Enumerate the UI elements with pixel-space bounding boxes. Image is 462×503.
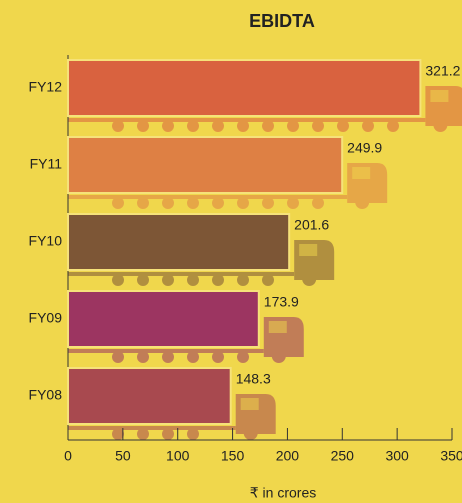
- truck-part: [137, 274, 149, 286]
- truck-part: [112, 351, 124, 363]
- truck-part: [268, 321, 287, 333]
- truck-part: [237, 197, 249, 209]
- truck-part: [187, 120, 199, 132]
- truck-part: [352, 167, 371, 179]
- truck-part: [263, 317, 304, 357]
- truck-part: [212, 351, 224, 363]
- truck-part: [212, 197, 224, 209]
- truck-part: [262, 274, 274, 286]
- truck-part: [68, 272, 295, 276]
- value-label: 148.3: [236, 371, 271, 387]
- truck-decoration: [68, 86, 462, 132]
- x-tick-label: 200: [276, 448, 300, 464]
- truck-part: [287, 197, 299, 209]
- truck-part: [68, 195, 348, 199]
- truck-part: [262, 120, 274, 132]
- truck-part: [162, 274, 174, 286]
- truck-part: [240, 398, 259, 410]
- x-tick-label: 250: [331, 448, 355, 464]
- y-tick-label: FY09: [29, 310, 63, 326]
- x-tick-label: 0: [64, 448, 72, 464]
- truck-part: [212, 274, 224, 286]
- truck-part: [235, 394, 276, 434]
- bar: [67, 136, 344, 194]
- chart-title: EBIDTA: [249, 11, 315, 31]
- y-tick-label: FY11: [30, 156, 63, 172]
- truck-part: [294, 240, 335, 280]
- truck-part: [162, 351, 174, 363]
- bar: [67, 213, 291, 271]
- truck-part: [68, 426, 236, 430]
- truck-decoration: [68, 163, 388, 209]
- bar: [67, 367, 232, 425]
- truck-part: [433, 118, 448, 132]
- y-tick-label: FY10: [29, 233, 63, 249]
- truck-part: [302, 272, 317, 286]
- truck-part: [112, 428, 124, 440]
- truck-part: [243, 426, 258, 440]
- x-tick-label: 300: [385, 448, 409, 464]
- truck-decoration: [68, 240, 335, 286]
- truck-part: [355, 195, 370, 209]
- truck-part: [347, 163, 388, 203]
- truck-part: [187, 197, 199, 209]
- truck-part: [162, 197, 174, 209]
- truck-part: [68, 349, 264, 353]
- truck-part: [112, 197, 124, 209]
- truck-part: [299, 244, 318, 256]
- truck-part: [187, 428, 199, 440]
- truck-part: [137, 428, 149, 440]
- truck-part: [212, 120, 224, 132]
- truck-part: [271, 349, 286, 363]
- truck-decoration: [68, 317, 304, 363]
- value-label: 201.6: [294, 217, 329, 233]
- truck-part: [162, 120, 174, 132]
- x-tick-label: 350: [440, 448, 462, 464]
- x-tick-label: 150: [221, 448, 245, 464]
- truck-part: [162, 428, 174, 440]
- x-tick-label: 50: [115, 448, 131, 464]
- truck-part: [362, 120, 374, 132]
- truck-decoration: [68, 394, 276, 440]
- value-label: 173.9: [264, 294, 299, 310]
- y-tick-label: FY08: [29, 387, 63, 403]
- value-label: 321.2: [425, 63, 460, 79]
- y-tick-label: FY12: [29, 79, 63, 95]
- truck-part: [237, 351, 249, 363]
- truck-part: [337, 120, 349, 132]
- truck-part: [187, 274, 199, 286]
- value-label: 249.9: [347, 140, 382, 156]
- truck-part: [312, 120, 324, 132]
- x-tick-label: 100: [166, 448, 190, 464]
- truck-part: [237, 120, 249, 132]
- truck-part: [137, 120, 149, 132]
- truck-part: [137, 197, 149, 209]
- truck-part: [137, 351, 149, 363]
- x-axis-label: ₹ in crores: [250, 485, 316, 501]
- truck-part: [187, 351, 199, 363]
- truck-part: [387, 120, 399, 132]
- truck-part: [112, 274, 124, 286]
- truck-part: [425, 86, 462, 126]
- truck-part: [68, 118, 426, 122]
- truck-part: [430, 90, 449, 102]
- bar: [67, 59, 422, 117]
- truck-part: [312, 197, 324, 209]
- bar: [67, 290, 260, 348]
- truck-part: [287, 120, 299, 132]
- truck-part: [262, 197, 274, 209]
- truck-part: [237, 274, 249, 286]
- truck-part: [112, 120, 124, 132]
